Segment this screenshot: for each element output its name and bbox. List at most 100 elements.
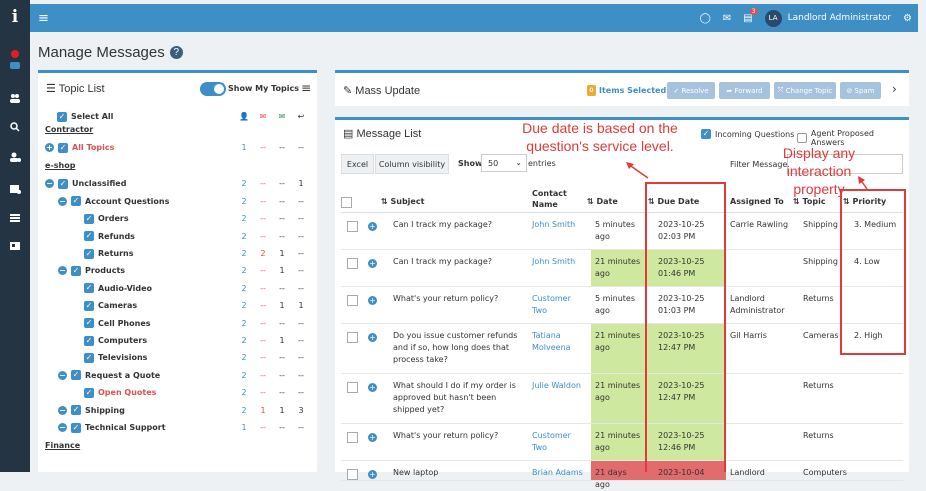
assigned-to[interactable]: Landlord Administrator bbox=[730, 294, 785, 315]
expand-row-icon[interactable]: + bbox=[368, 296, 377, 305]
app-logo[interactable]: i bbox=[11, 7, 19, 27]
topic-count[interactable]: -- bbox=[298, 388, 304, 398]
topic-row[interactable]: − ✓ Account Questions 2 -- -- -- bbox=[38, 193, 317, 210]
message-topic[interactable]: Returns bbox=[803, 294, 834, 303]
message-subject[interactable]: What's your return policy? bbox=[393, 431, 499, 440]
topic-count[interactable]: 2 bbox=[260, 249, 266, 258]
topic-count[interactable]: 2 bbox=[241, 266, 247, 276]
assigned-to-column-header[interactable]: Assigned To bbox=[730, 197, 784, 206]
topic-count[interactable]: -- bbox=[279, 196, 285, 206]
topic-count[interactable]: -- bbox=[279, 318, 285, 328]
topic-row[interactable]: ✓ Orders 2 -- -- -- bbox=[38, 210, 317, 227]
message-row[interactable]: + What's your return policy? Customer Tw… bbox=[341, 287, 903, 324]
assigned-to[interactable]: Landlord bbox=[730, 468, 765, 477]
agent-proposed-filter[interactable]: Agent Proposed Answers bbox=[797, 129, 909, 147]
topic-checkbox[interactable]: ✓ bbox=[71, 422, 81, 433]
topic-row[interactable]: ✓ Returns 2 2 1 -- bbox=[38, 245, 317, 262]
topic-count[interactable]: 2 bbox=[241, 179, 247, 189]
users-icon[interactable] bbox=[5, 90, 25, 106]
topic-row[interactable]: ✓ Cell Phones 2 -- -- -- bbox=[38, 315, 317, 332]
topic-row[interactable]: − ✓ Technical Support 1 -- -- -- bbox=[38, 419, 317, 436]
expand-row-icon[interactable]: + bbox=[368, 470, 377, 479]
user-settings-icon[interactable] bbox=[5, 149, 25, 165]
contact-name-link[interactable]: John Smith bbox=[532, 220, 576, 229]
topic-count[interactable]: -- bbox=[279, 143, 285, 152]
message-row[interactable]: + What should I do if my order is approv… bbox=[341, 374, 903, 424]
topic-count[interactable]: 2 bbox=[241, 231, 247, 241]
spam-button[interactable]: ⊘ Spam bbox=[840, 82, 881, 99]
topic-count[interactable]: -- bbox=[298, 336, 304, 345]
resolve-button[interactable]: ✓ Resolve bbox=[667, 82, 715, 99]
topic-count[interactable]: -- bbox=[298, 283, 304, 293]
topic-count[interactable]: 1 bbox=[260, 405, 266, 415]
expand-row-icon[interactable]: + bbox=[368, 222, 377, 231]
message-topic[interactable]: Computers bbox=[803, 468, 847, 477]
topic-count[interactable]: -- bbox=[260, 370, 266, 380]
topic-row[interactable]: − ✓ Products 2 -- 1 -- bbox=[38, 262, 317, 279]
topic-count[interactable]: 2 bbox=[241, 301, 247, 311]
collapse-icon[interactable]: − bbox=[58, 196, 67, 206]
topic-count[interactable]: 2 bbox=[241, 405, 247, 415]
message-row[interactable]: + Do you issue customer refunds and if s… bbox=[341, 324, 903, 374]
message-subject[interactable]: Can I track my package? bbox=[393, 257, 492, 266]
topic-count[interactable]: 2 bbox=[241, 353, 247, 363]
topic-count[interactable]: -- bbox=[298, 423, 304, 432]
topic-checkbox[interactable]: ✓ bbox=[84, 352, 94, 363]
topic-count[interactable]: -- bbox=[298, 214, 304, 224]
topic-count[interactable]: 2 bbox=[241, 370, 247, 380]
message-topic[interactable]: Shipping bbox=[803, 220, 838, 229]
assigned-to[interactable]: Carrie Rawling bbox=[730, 220, 789, 229]
topic-group-header[interactable]: Finance bbox=[45, 441, 81, 451]
topic-count[interactable]: -- bbox=[260, 318, 266, 328]
topic-column-header[interactable]: ⇅ Topic bbox=[793, 197, 826, 206]
forward-button[interactable]: ➦ Forward bbox=[719, 82, 770, 99]
topic-count[interactable]: -- bbox=[279, 231, 285, 241]
message-topic[interactable]: Cameras bbox=[803, 331, 839, 340]
row-checkbox[interactable] bbox=[347, 382, 358, 393]
topic-menu-icon[interactable]: ≡ bbox=[301, 81, 312, 95]
topic-checkbox[interactable]: ✓ bbox=[58, 142, 68, 153]
message-row[interactable]: + Can I track my package? John Smith 5 m… bbox=[341, 213, 903, 250]
topic-count[interactable]: -- bbox=[260, 214, 266, 224]
topic-checkbox[interactable]: ✓ bbox=[58, 178, 68, 189]
topic-checkbox[interactable]: ✓ bbox=[84, 213, 94, 224]
topic-count[interactable]: 1 bbox=[298, 301, 304, 311]
topic-count[interactable]: -- bbox=[298, 318, 304, 328]
row-checkbox[interactable] bbox=[347, 221, 358, 232]
row-checkbox[interactable] bbox=[347, 469, 358, 480]
topic-row[interactable]: − ✓ Unclassified 2 -- -- 1 bbox=[38, 175, 317, 192]
record-icon[interactable] bbox=[5, 46, 25, 62]
select-all-checkbox[interactable]: ✓ bbox=[57, 111, 67, 122]
topic-count[interactable]: 1 bbox=[279, 249, 285, 258]
contact-name-link[interactable]: John Smith bbox=[532, 257, 576, 266]
topic-count[interactable]: 1 bbox=[279, 405, 285, 415]
message-topic[interactable]: Returns bbox=[803, 381, 834, 390]
topic-count[interactable]: -- bbox=[279, 423, 285, 432]
topic-count[interactable]: -- bbox=[279, 388, 285, 398]
topic-count[interactable]: -- bbox=[279, 353, 285, 363]
hamburger-menu-icon[interactable]: ≡ bbox=[38, 11, 49, 26]
topic-count[interactable]: -- bbox=[279, 283, 285, 293]
topic-count[interactable]: -- bbox=[260, 143, 266, 152]
change-topic-button[interactable]: ⤧ Change Topic bbox=[774, 82, 836, 99]
topic-row[interactable]: ✓ Refunds 2 -- -- -- bbox=[38, 228, 317, 245]
due-date-column-header[interactable]: ⇅ Due Date bbox=[648, 197, 700, 206]
user-name[interactable]: Landlord Administrator bbox=[787, 13, 892, 23]
topic-count[interactable]: -- bbox=[260, 423, 266, 432]
assigned-to[interactable]: Gil Harris bbox=[730, 331, 767, 340]
topic-count[interactable]: -- bbox=[260, 388, 266, 398]
page-size-select[interactable]: 50 ⌄ bbox=[481, 154, 527, 172]
priority-column-header[interactable]: ⇅ Priority bbox=[843, 197, 887, 206]
topic-row[interactable]: ✓ Computers 2 -- 1 -- bbox=[38, 332, 317, 349]
column-visibility-button[interactable]: Column visibility bbox=[375, 154, 449, 174]
topic-count[interactable]: -- bbox=[298, 143, 304, 152]
contact-name-link[interactable]: Brian Adams bbox=[532, 468, 583, 477]
topic-row[interactable]: ✓ Audio-Video 2 -- -- -- bbox=[38, 280, 317, 297]
topic-count[interactable]: -- bbox=[298, 231, 304, 241]
expand-row-icon[interactable]: + bbox=[368, 383, 377, 392]
incoming-questions-filter[interactable]: ✓ Incoming Questions bbox=[701, 129, 795, 139]
topic-row[interactable]: − ✓ Shipping 2 1 1 3 bbox=[38, 402, 317, 419]
topic-count[interactable]: 1 bbox=[241, 143, 247, 152]
date-column-header[interactable]: ⇅ Date bbox=[587, 197, 618, 206]
topic-checkbox[interactable]: ✓ bbox=[71, 265, 81, 276]
